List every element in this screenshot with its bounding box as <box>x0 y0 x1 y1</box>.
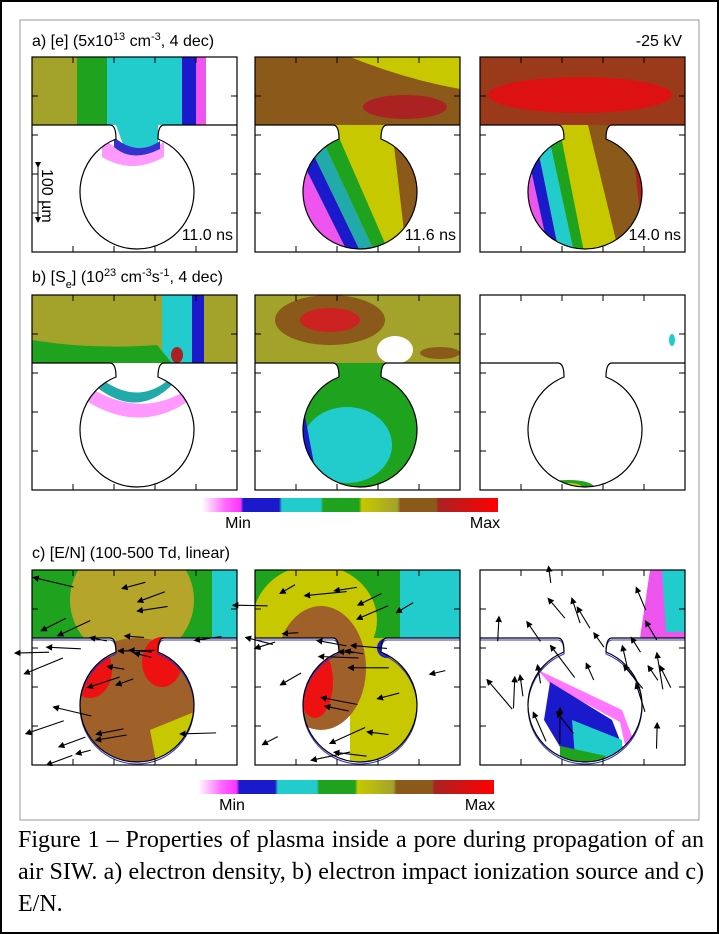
label-part: s <box>152 269 160 286</box>
field-region <box>182 57 196 125</box>
panel: 11.6 ns <box>255 57 460 275</box>
field-region <box>192 295 204 363</box>
field-arrow <box>520 675 523 696</box>
field-arrow <box>233 605 268 606</box>
label-part: a) [e] (5x10 <box>32 33 113 50</box>
field-arrow <box>59 737 85 747</box>
field-arrow <box>657 723 658 749</box>
panel-label: a) [e] (5x1013 cm-3, 4 dec) <box>32 31 214 50</box>
time-label: 14.0 ns <box>629 227 681 244</box>
field-region <box>142 637 182 687</box>
field-region <box>363 95 447 119</box>
colorbar-max: Max <box>465 797 495 814</box>
field-region <box>400 570 460 638</box>
colorbar-min: Min <box>225 515 251 532</box>
field <box>32 57 237 252</box>
field-arrow <box>648 666 658 680</box>
field-arrow <box>487 680 512 710</box>
label-part: 23 <box>104 267 116 279</box>
label-part: cm <box>125 33 151 50</box>
field-arrow <box>255 642 275 648</box>
panel <box>480 295 685 494</box>
panel <box>233 565 460 788</box>
label-part: -1 <box>160 267 170 279</box>
field <box>480 295 685 494</box>
label-part: , 4 dec) <box>170 269 223 286</box>
panel <box>15 540 237 782</box>
field-arrow <box>280 673 301 685</box>
field-region <box>32 57 77 125</box>
scale-bar-label: 100 µm <box>38 169 55 223</box>
panel <box>255 295 460 513</box>
colorbar-min: Min <box>219 797 245 814</box>
field <box>480 570 685 772</box>
field-arrow <box>76 750 91 754</box>
field-region <box>662 570 685 632</box>
field-region <box>488 77 672 113</box>
field-arrow <box>118 650 154 651</box>
panel <box>480 566 685 772</box>
panel <box>32 295 237 490</box>
colorbar <box>202 498 498 512</box>
field-region <box>302 407 392 483</box>
field-arrow <box>262 737 277 745</box>
field-region <box>420 347 460 359</box>
field-region <box>377 336 413 364</box>
label-part: -3 <box>151 31 161 43</box>
label-part: cm <box>116 269 142 286</box>
field-region <box>68 642 112 698</box>
field-arrow <box>430 671 446 675</box>
field <box>255 295 460 513</box>
time-label: 11.6 ns <box>405 227 456 244</box>
figure: a) [e] (5x1013 cm-3, 4 dec) -25 kV b) [S… <box>2 2 717 822</box>
field <box>32 295 237 490</box>
label-part: -3 <box>142 267 152 279</box>
field-region <box>285 395 307 490</box>
field-bg <box>480 295 685 490</box>
field-arrow <box>47 755 73 765</box>
colorbar-max: Max <box>470 515 500 532</box>
caption: Figure 1 – Properties of plasma inside a… <box>18 824 704 920</box>
time-label: 11.0 ns <box>182 227 233 244</box>
panel-label: b) [Se] (1023 cm-3s-1, 4 dec) <box>32 267 223 291</box>
colorbar <box>198 780 494 794</box>
field-region <box>77 57 107 125</box>
field-region <box>171 347 183 363</box>
field-arrow <box>24 658 63 674</box>
field-arrow <box>47 647 81 649</box>
field-region <box>669 334 675 346</box>
field-region <box>212 570 237 638</box>
label-part: ] (10 <box>72 269 104 286</box>
field-region <box>300 308 360 332</box>
page: a) [e] (5x1013 cm-3, 4 dec) -25 kV b) [S… <box>0 0 719 934</box>
voltage: -25 kV <box>636 33 683 50</box>
label-part: b) [S <box>32 269 66 286</box>
panel-label: c) [E/N] (100-500 Td, linear) <box>32 545 230 562</box>
label-part: , 4 dec) <box>161 33 214 50</box>
label-part: 13 <box>113 31 125 43</box>
field-arrow <box>513 677 514 708</box>
panel: 11.0 ns 100 µm <box>32 57 237 252</box>
field-region <box>65 638 209 782</box>
panel: 14.0 ns <box>480 57 685 275</box>
field-region <box>196 57 206 125</box>
